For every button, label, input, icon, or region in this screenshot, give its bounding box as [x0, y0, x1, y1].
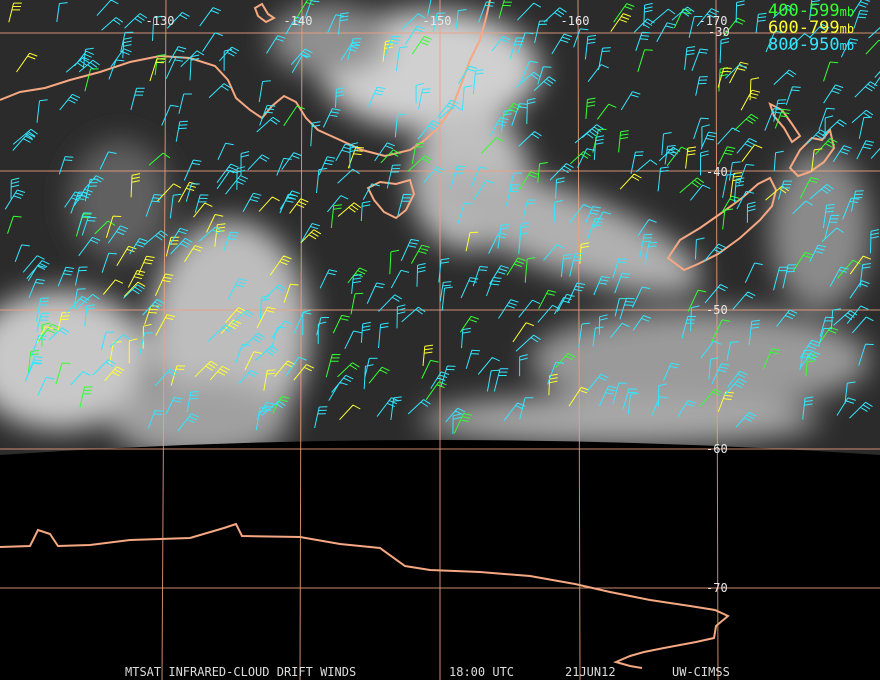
australia-coast: [0, 0, 491, 158]
footer: MTSAT INFRARED-CLOUD DRIFT WINDS 18:00 U…: [125, 665, 730, 679]
longitude-label: -170: [699, 14, 728, 28]
legend-unit: mb: [840, 5, 854, 19]
latitude-label: -30: [708, 25, 730, 39]
latitude-labels: -30 -40 -50 -60 -70: [706, 25, 730, 595]
latitude-label: -40: [706, 165, 728, 179]
source: UW-CIMSS: [672, 665, 730, 679]
wind-barbs: [4, 0, 880, 435]
wind-barb-group: [4, 0, 880, 435]
latitude-label: -50: [706, 303, 728, 317]
meridian: [161, 0, 167, 680]
legend-unit: mb: [840, 22, 854, 36]
longitude-label: -140: [284, 14, 313, 28]
legend-unit: mb: [840, 39, 854, 53]
date: 21JUN12: [565, 665, 616, 679]
product-name: MTSAT INFRARED-CLOUD DRIFT WINDS: [125, 665, 356, 679]
meridian: [299, 0, 303, 680]
meridian: [577, 0, 581, 680]
longitude-labels: -130 -140 -150 -160 -170: [146, 14, 728, 28]
time: 18:00 UTC: [449, 665, 514, 679]
legend-range: 400-599: [768, 1, 840, 21]
longitude-label: -150: [423, 14, 452, 28]
legend-entry: 600-799mb: [768, 18, 854, 38]
longitude-label: -160: [561, 14, 590, 28]
legend-range: 800-950: [768, 35, 840, 55]
legend-entry: 800-950mb: [768, 35, 854, 55]
legend-range: 600-799: [768, 18, 840, 38]
antarctica-coast: [0, 522, 730, 669]
wind-barb-group: [8, 2, 872, 421]
longitude-label: -130: [146, 14, 175, 28]
latitude-label: -60: [706, 442, 728, 456]
legend-entry: 400-599mb: [768, 1, 854, 21]
meridian: [715, 0, 719, 680]
latitude-label: -70: [706, 581, 728, 595]
small-island: [253, 2, 276, 24]
